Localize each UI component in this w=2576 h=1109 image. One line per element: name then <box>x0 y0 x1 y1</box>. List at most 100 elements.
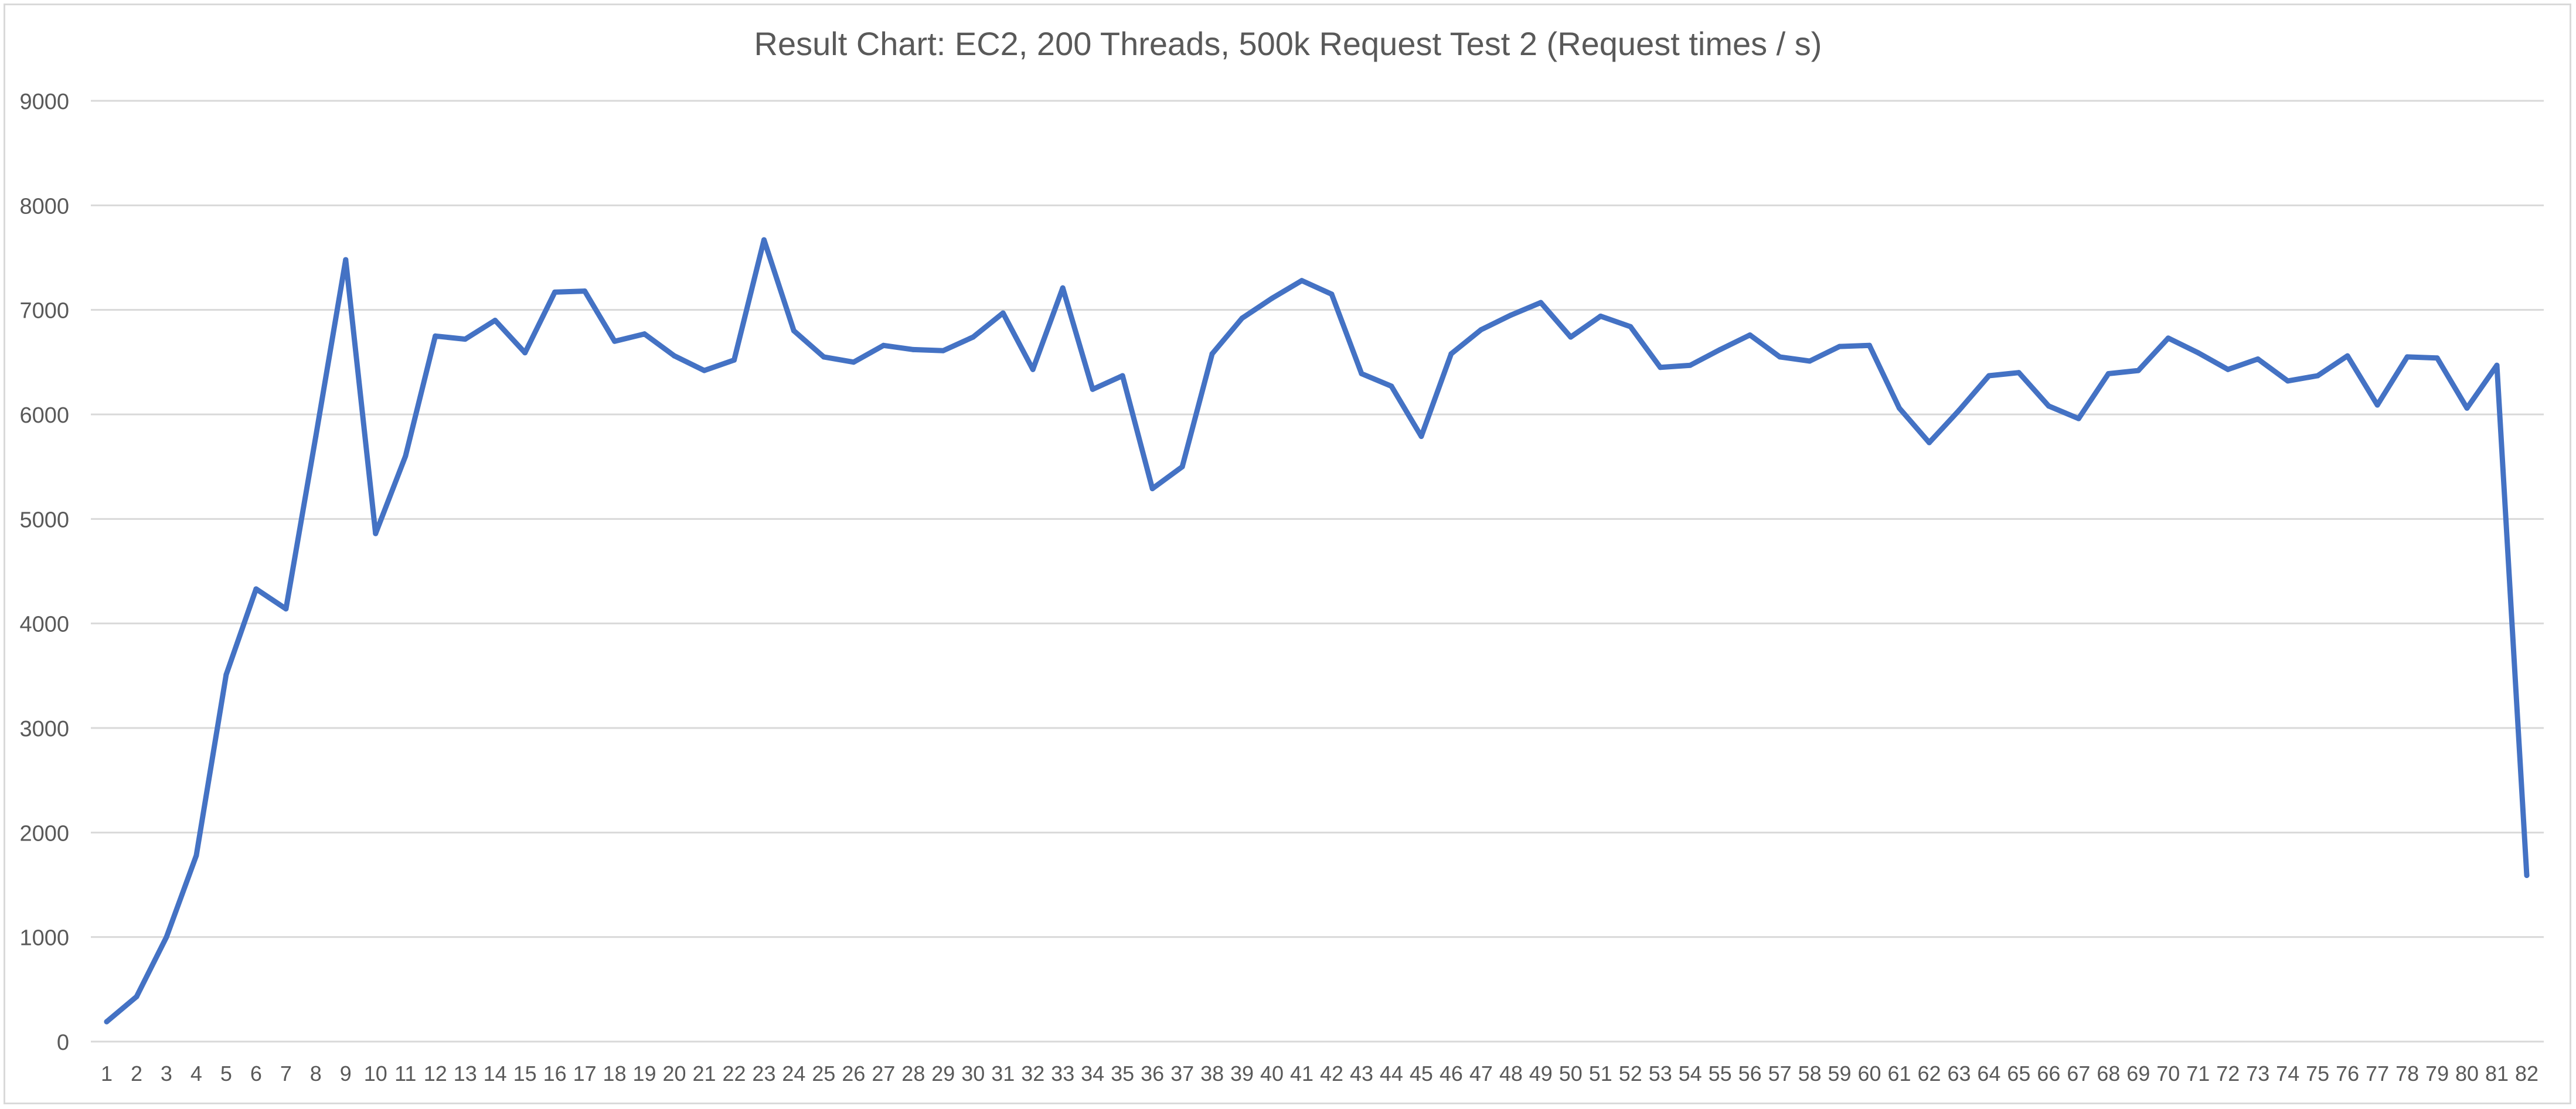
data-point <box>1628 324 1634 329</box>
data-point <box>1359 370 1364 376</box>
x-tick-label: 4 <box>190 1062 202 1086</box>
data-point <box>433 333 438 339</box>
data-point <box>1926 440 1932 445</box>
y-tick-label: 0 <box>57 1030 69 1055</box>
data-point <box>1747 332 1753 338</box>
data-point <box>2165 335 2171 341</box>
x-tick-label: 59 <box>1828 1062 1852 1086</box>
data-point <box>910 346 916 352</box>
x-tick-label: 81 <box>2485 1062 2509 1086</box>
series-layer <box>104 237 2530 1025</box>
x-tick-label: 79 <box>2425 1062 2449 1086</box>
data-point <box>2285 378 2291 384</box>
data-point <box>1568 334 1574 340</box>
data-point <box>313 433 319 439</box>
data-point <box>1179 464 1185 470</box>
x-tick-label: 62 <box>1917 1062 1941 1086</box>
y-tick-label: 5000 <box>19 508 69 532</box>
y-tick-label: 9000 <box>19 90 69 114</box>
x-tick-label: 23 <box>752 1062 775 1086</box>
y-tick-label: 6000 <box>19 403 69 428</box>
data-point <box>1478 327 1484 333</box>
x-tick-label: 34 <box>1081 1062 1104 1086</box>
data-point <box>1837 343 1843 349</box>
data-point <box>2404 354 2410 360</box>
x-tick-label: 18 <box>603 1062 627 1086</box>
data-point <box>970 334 976 340</box>
data-point <box>2195 350 2201 356</box>
x-tick-label: 51 <box>1589 1062 1612 1086</box>
data-point <box>2464 405 2470 411</box>
data-point <box>702 368 707 373</box>
x-tick-label: 60 <box>1858 1062 1881 1086</box>
y-axis-tick-labels: 0 1000 2000 3000 4000 5000 6000 7000 8000 9000 <box>19 90 69 1055</box>
y-tick-label: 4000 <box>19 613 69 637</box>
data-point <box>253 586 259 592</box>
x-tick-label: 9 <box>340 1062 352 1086</box>
data-point <box>582 288 588 294</box>
data-point <box>1448 351 1454 357</box>
data-point <box>492 318 498 323</box>
x-tick-label: 6 <box>250 1062 262 1086</box>
x-tick-label: 3 <box>161 1062 172 1086</box>
gridlines <box>91 100 2544 1043</box>
x-tick-label: 47 <box>1469 1062 1493 1086</box>
data-point <box>2494 362 2500 368</box>
x-tick-label: 37 <box>1170 1062 1194 1086</box>
data-point <box>343 257 349 263</box>
series-line <box>104 237 2530 1025</box>
data-point <box>1269 295 1275 301</box>
x-tick-label: 28 <box>901 1062 925 1086</box>
data-point <box>2105 370 2111 376</box>
x-tick-label: 44 <box>1380 1062 1403 1086</box>
x-tick-label: 78 <box>2395 1062 2419 1086</box>
data-point <box>2434 355 2440 361</box>
y-tick-label: 2000 <box>19 821 69 846</box>
x-tick-label: 75 <box>2306 1062 2329 1086</box>
x-tick-label: 7 <box>280 1062 292 1086</box>
data-point <box>1060 285 1066 291</box>
x-tick-label: 53 <box>1649 1062 1672 1086</box>
x-tick-label: 70 <box>2156 1062 2180 1086</box>
x-tick-label: 76 <box>2336 1062 2359 1086</box>
x-tick-label: 19 <box>633 1062 656 1086</box>
x-tick-label: 21 <box>692 1062 716 1086</box>
x-axis-tick-labels: 1 2 3 4 5 6 7 8 9 10 11 12 13 14 15 16 17 18 19 20 21 22 23 24 2… <box>101 1062 2538 1086</box>
data-point <box>1598 313 1604 319</box>
x-tick-label: 11 <box>394 1062 416 1086</box>
x-tick-label: 25 <box>812 1062 835 1086</box>
data-point <box>1119 373 1125 379</box>
data-point <box>1956 407 1962 413</box>
x-tick-label: 69 <box>2126 1062 2150 1086</box>
x-tick-label: 41 <box>1290 1062 1313 1086</box>
data-point <box>1329 291 1335 297</box>
data-point <box>373 530 379 536</box>
x-tick-label: 55 <box>1709 1062 1732 1086</box>
x-tick-label: 43 <box>1350 1062 1373 1086</box>
data-point <box>193 853 199 859</box>
data-point <box>552 289 558 295</box>
data-point <box>1149 486 1155 492</box>
x-tick-label: 10 <box>364 1062 387 1086</box>
x-tick-label: 14 <box>484 1062 507 1086</box>
data-point <box>1777 354 1783 360</box>
x-tick-label: 17 <box>573 1062 597 1086</box>
data-point <box>164 934 169 940</box>
x-tick-label: 49 <box>1529 1062 1553 1086</box>
x-tick-label: 58 <box>1798 1062 1822 1086</box>
data-point <box>2255 356 2261 362</box>
x-tick-label: 82 <box>2515 1062 2538 1086</box>
data-point <box>283 606 289 612</box>
x-tick-label: 65 <box>2007 1062 2030 1086</box>
data-point <box>1658 365 1663 370</box>
x-tick-label: 40 <box>1260 1062 1284 1086</box>
data-point <box>1418 433 1424 439</box>
x-tick-label: 33 <box>1051 1062 1074 1086</box>
x-tick-label: 48 <box>1499 1062 1523 1086</box>
x-tick-label: 63 <box>1947 1062 1971 1086</box>
x-tick-label: 12 <box>424 1062 447 1086</box>
data-point <box>2075 416 2081 421</box>
data-point <box>1717 346 1723 352</box>
x-tick-label: 20 <box>663 1062 686 1086</box>
